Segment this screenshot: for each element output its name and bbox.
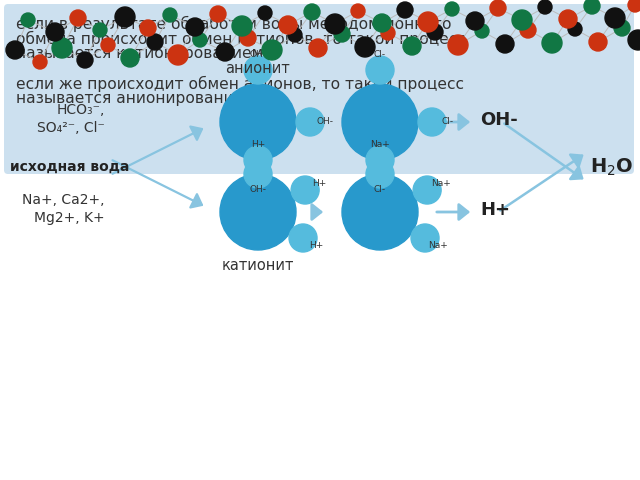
Ellipse shape <box>403 37 421 55</box>
Ellipse shape <box>496 35 514 53</box>
Ellipse shape <box>168 45 188 65</box>
Text: OH-: OH- <box>250 50 266 59</box>
Ellipse shape <box>568 22 582 36</box>
Text: исходная вода: исходная вода <box>10 160 129 174</box>
Ellipse shape <box>397 2 413 18</box>
Ellipse shape <box>6 41 24 59</box>
Text: анионит: анионит <box>226 61 291 76</box>
Ellipse shape <box>186 18 204 36</box>
Ellipse shape <box>351 4 365 18</box>
Text: OH-: OH- <box>317 118 334 127</box>
Ellipse shape <box>289 224 317 252</box>
Text: называется анионированием.: называется анионированием. <box>16 91 260 106</box>
Ellipse shape <box>628 0 640 12</box>
Text: Na+, Ca2+,: Na+, Ca2+, <box>22 193 105 207</box>
Ellipse shape <box>334 26 350 42</box>
Ellipse shape <box>381 26 395 40</box>
Text: обмена происходит обмен катионов, то такой процесс: обмена происходит обмен катионов, то так… <box>16 31 466 47</box>
Ellipse shape <box>296 108 324 136</box>
Ellipse shape <box>240 30 256 46</box>
Ellipse shape <box>262 40 282 60</box>
Ellipse shape <box>163 8 177 22</box>
Ellipse shape <box>614 20 630 36</box>
Text: OH-: OH- <box>480 111 518 129</box>
Text: H+: H+ <box>312 179 326 188</box>
Ellipse shape <box>448 35 468 55</box>
Ellipse shape <box>220 174 296 250</box>
Ellipse shape <box>101 38 115 52</box>
Ellipse shape <box>115 7 135 27</box>
Ellipse shape <box>418 108 446 136</box>
Text: HCO₃⁻,: HCO₃⁻, <box>56 103 105 117</box>
Ellipse shape <box>21 13 35 27</box>
Ellipse shape <box>418 12 438 32</box>
Text: если в результате обработки воды методом ионного: если в результате обработки воды методом… <box>16 16 451 32</box>
Ellipse shape <box>288 28 302 42</box>
Ellipse shape <box>258 6 272 20</box>
Ellipse shape <box>445 2 459 16</box>
Ellipse shape <box>411 224 439 252</box>
Ellipse shape <box>304 4 320 20</box>
Ellipse shape <box>355 37 375 57</box>
Ellipse shape <box>538 0 552 14</box>
Text: Mg2+, K+: Mg2+, K+ <box>35 211 105 225</box>
Ellipse shape <box>279 16 297 34</box>
Text: Na+: Na+ <box>429 241 448 250</box>
Ellipse shape <box>427 24 443 40</box>
Text: H+: H+ <box>251 140 265 149</box>
Ellipse shape <box>512 10 532 30</box>
Ellipse shape <box>232 16 252 36</box>
Ellipse shape <box>244 56 272 84</box>
Ellipse shape <box>121 49 139 67</box>
Ellipse shape <box>628 30 640 50</box>
Ellipse shape <box>366 146 394 174</box>
Ellipse shape <box>70 10 86 26</box>
Ellipse shape <box>216 43 234 61</box>
Ellipse shape <box>147 34 163 50</box>
Text: H+: H+ <box>480 201 510 219</box>
Text: катионит: катионит <box>222 258 294 273</box>
Ellipse shape <box>559 10 577 28</box>
Ellipse shape <box>33 55 47 69</box>
Ellipse shape <box>309 39 327 57</box>
Text: называется катионированием;: называется катионированием; <box>16 46 269 61</box>
Ellipse shape <box>475 24 489 38</box>
Ellipse shape <box>413 176 441 204</box>
Ellipse shape <box>366 56 394 84</box>
Ellipse shape <box>46 23 64 41</box>
Ellipse shape <box>291 176 319 204</box>
Text: если же происходит обмен анионов, то такой процесс: если же происходит обмен анионов, то так… <box>16 76 464 92</box>
Ellipse shape <box>193 33 207 47</box>
Text: H+: H+ <box>309 241 323 250</box>
Ellipse shape <box>605 8 625 28</box>
Ellipse shape <box>210 6 226 22</box>
Ellipse shape <box>542 33 562 53</box>
Ellipse shape <box>93 23 107 37</box>
Text: Cl-: Cl- <box>374 50 386 59</box>
Ellipse shape <box>244 146 272 174</box>
Ellipse shape <box>373 14 391 32</box>
Text: OH-: OH- <box>250 185 266 194</box>
Ellipse shape <box>52 38 72 58</box>
Ellipse shape <box>466 12 484 30</box>
Ellipse shape <box>244 160 272 188</box>
Ellipse shape <box>342 174 418 250</box>
Text: Cl-: Cl- <box>374 185 386 194</box>
Ellipse shape <box>220 84 296 160</box>
Ellipse shape <box>366 160 394 188</box>
Ellipse shape <box>77 52 93 68</box>
Ellipse shape <box>140 20 156 36</box>
Text: Cl-: Cl- <box>442 118 454 127</box>
Ellipse shape <box>325 14 345 34</box>
Ellipse shape <box>490 0 506 16</box>
Ellipse shape <box>342 84 418 160</box>
Text: Na+: Na+ <box>431 179 451 188</box>
Text: Na+: Na+ <box>370 140 390 149</box>
Ellipse shape <box>584 0 600 14</box>
FancyBboxPatch shape <box>4 4 634 174</box>
Ellipse shape <box>589 33 607 51</box>
Text: SO₄²⁻, Cl⁻: SO₄²⁻, Cl⁻ <box>37 121 105 135</box>
Ellipse shape <box>520 22 536 38</box>
Text: H$_2$O: H$_2$O <box>590 156 634 178</box>
